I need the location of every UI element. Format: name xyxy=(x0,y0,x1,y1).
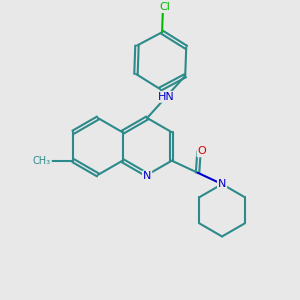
Text: N: N xyxy=(218,179,226,189)
Text: HN: HN xyxy=(158,92,175,102)
Text: CH₃: CH₃ xyxy=(33,156,51,166)
Text: O: O xyxy=(197,146,206,156)
Text: N: N xyxy=(143,171,151,181)
Text: Cl: Cl xyxy=(159,2,170,12)
